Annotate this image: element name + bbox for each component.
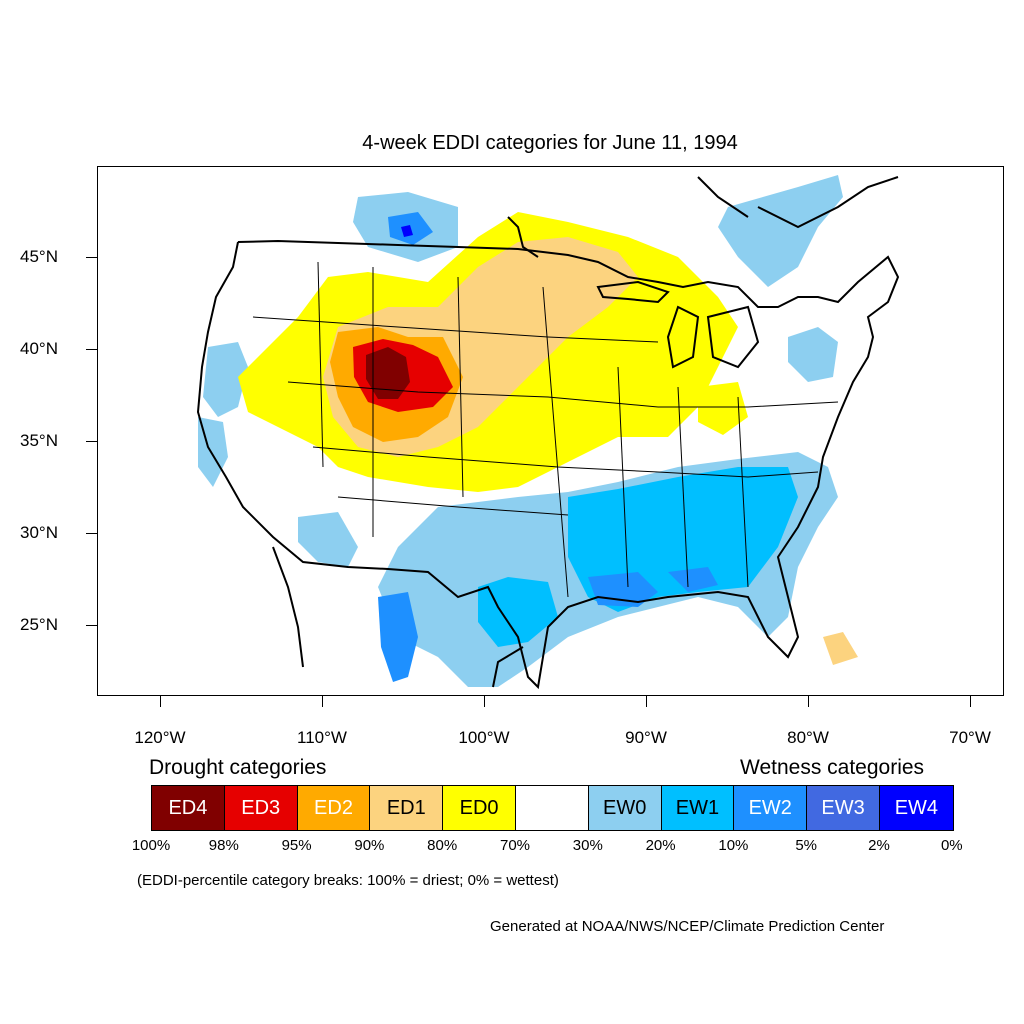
drought-heading: Drought categories	[149, 756, 327, 779]
eddi-map	[196, 175, 900, 690]
legend-cell-ed0: ED0	[443, 786, 516, 830]
legend-break-label: 70%	[499, 837, 531, 854]
legend-break-label: 0%	[940, 837, 963, 854]
legend-cell-ed4: ED4	[152, 786, 225, 830]
ew0-pacific-nw	[203, 342, 248, 417]
hudson-coast	[507, 176, 899, 258]
lon-label-90: 90°W	[625, 728, 667, 747]
ed4-core	[366, 347, 410, 399]
legend-break-label: 98%	[208, 837, 239, 854]
lon-tick	[970, 696, 971, 707]
ed1-florida-keys	[823, 632, 858, 665]
lat-tick	[86, 533, 97, 534]
meridian-4	[542, 286, 569, 598]
mexico-coast	[272, 546, 524, 688]
lat-label-30: 30°N	[20, 523, 58, 542]
legend-break-label: 2%	[868, 837, 890, 854]
boundaries	[196, 176, 900, 690]
legend-break-label: 80%	[427, 837, 458, 854]
ew0-new-england	[788, 327, 838, 382]
wetness-heading: Wetness categories	[740, 756, 925, 779]
lat-label-45: 45°N	[20, 247, 58, 266]
lat-tick	[86, 257, 97, 258]
ew2-alabama	[668, 567, 718, 592]
lat-label-25: 25°N	[20, 615, 58, 634]
legend-break-label: 100%	[131, 837, 171, 854]
ew4-canada-west	[401, 225, 413, 237]
ew1-sw-desert	[378, 592, 418, 682]
legend-cell-ed3: ED3	[224, 786, 298, 830]
ew0-quebec	[718, 175, 843, 287]
lat-label-35: 35°N	[20, 431, 58, 450]
legend-cell-ew4: EW4	[879, 786, 953, 830]
legend-break-label: 90%	[354, 837, 385, 854]
lon-label-110: 110°W	[297, 728, 347, 747]
lon-label-80: 80°W	[787, 728, 829, 747]
meridian-1	[317, 261, 324, 468]
state-line-2	[287, 381, 659, 408]
legend-cell-ew1: EW1	[661, 786, 735, 830]
map-title: 4-week EDDI categories for June 11, 1994	[362, 132, 738, 154]
legend-break-label: 95%	[281, 837, 312, 854]
ew1-texas	[478, 577, 558, 647]
legend-cell-ew3: EW3	[807, 786, 880, 830]
lat-tick	[86, 349, 97, 350]
credit-line: Generated at NOAA/NWS/NCEP/Climate Predi…	[490, 918, 885, 935]
state-line-4	[337, 496, 569, 516]
lon-tick	[322, 696, 323, 707]
legend-break-label: 10%	[718, 837, 749, 854]
state-line-1	[252, 316, 659, 343]
state-line-3	[312, 446, 659, 473]
legend-break-label: 30%	[572, 837, 603, 854]
meridian-7	[737, 396, 749, 588]
ew0-southwest	[298, 512, 358, 567]
meridian-5	[617, 366, 629, 588]
legend-cell-ew2: EW2	[734, 786, 808, 830]
lon-tick	[160, 696, 161, 707]
lat-tick	[86, 625, 97, 626]
lat-tick	[86, 441, 97, 442]
great-lakes	[596, 280, 760, 369]
legend-cell-ed1: ED1	[370, 786, 444, 830]
lon-label-120: 120°W	[134, 728, 186, 747]
legend-cell-ed2: ED2	[297, 786, 371, 830]
state-line-6	[658, 401, 839, 408]
state-line-5	[657, 471, 819, 478]
legend-colorbar: ED4 ED3 ED2 ED1 ED0 EW0 EW1 EW2 EW3 EW4	[151, 785, 954, 831]
category-note: (EDDI-percentile category breaks: 100% =…	[137, 872, 559, 889]
meridian-6	[677, 386, 689, 588]
legend-break-label: 20%	[645, 837, 676, 854]
lon-tick	[484, 696, 485, 707]
us-outline	[196, 239, 900, 690]
lon-label-100: 100°W	[458, 728, 510, 747]
lon-tick	[646, 696, 647, 707]
drought-regions	[238, 212, 858, 665]
lat-label-40: 40°N	[20, 339, 58, 358]
ed0-ohio	[698, 382, 748, 435]
legend-break-label: 5%	[795, 837, 818, 854]
legend-cell-neutral	[515, 786, 589, 830]
meridian-3	[457, 276, 464, 498]
map-panel	[97, 166, 1004, 696]
lon-label-70: 70°W	[949, 728, 991, 747]
legend-cell-ew0: EW0	[588, 786, 662, 830]
lon-tick	[808, 696, 809, 707]
